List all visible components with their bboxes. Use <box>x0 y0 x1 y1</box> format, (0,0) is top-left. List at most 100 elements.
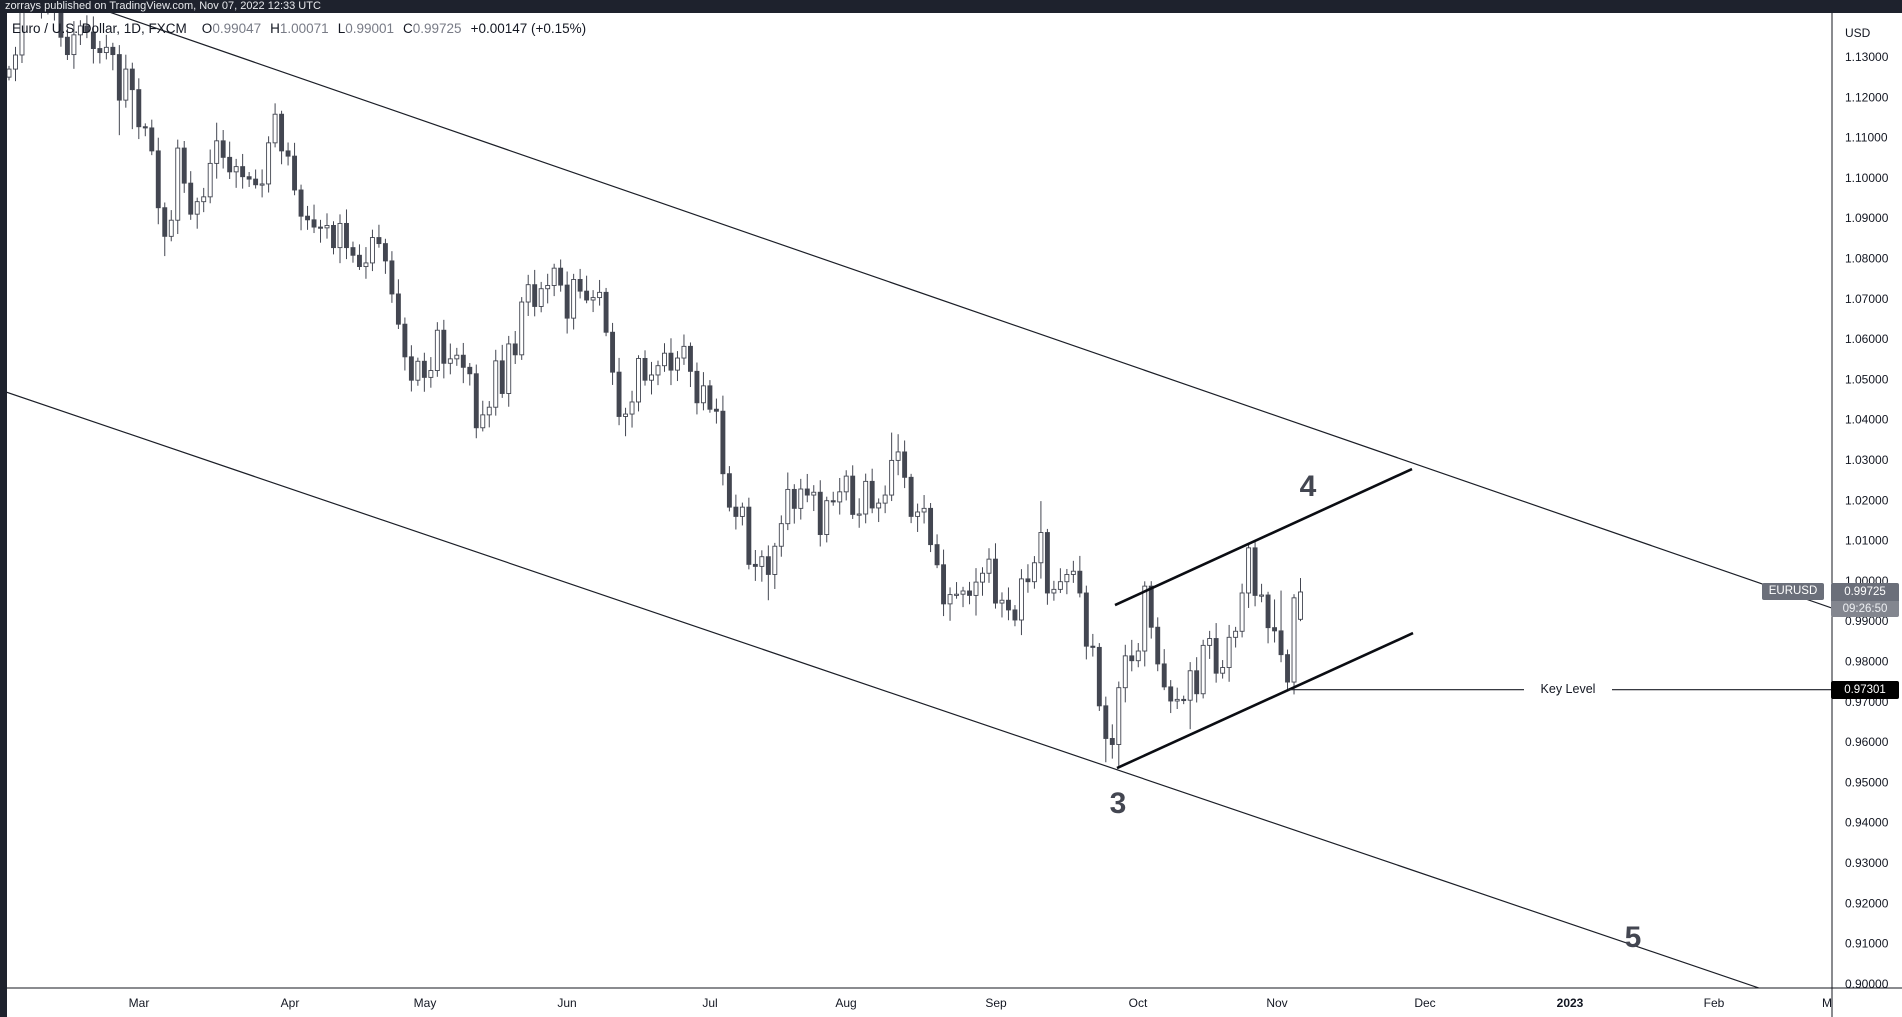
candle-down <box>1181 698 1187 702</box>
candle-down <box>292 155 298 191</box>
candle-down <box>902 451 908 478</box>
candle-up <box>19 13 25 56</box>
candle-up <box>655 365 661 376</box>
chart-pane[interactable]: 3 4 5 <box>0 0 1832 988</box>
candle-up <box>571 279 577 319</box>
candle-up <box>649 374 654 381</box>
price-tick-label: 1.02000 <box>1845 493 1889 507</box>
candle-down <box>707 385 713 410</box>
candle-up <box>895 451 901 461</box>
price-tick-label: 1.10000 <box>1845 171 1889 185</box>
candle-up <box>798 488 804 509</box>
price-axis[interactable]: USD 1.13000 1.12000 1.11000 1.10000 1.09000 1.… <box>1845 26 1889 991</box>
time-tick-label: M <box>1822 996 1832 1010</box>
wave-label-3[interactable]: 3 <box>1110 787 1127 820</box>
time-tick-label: May <box>414 996 437 1010</box>
candle-down <box>473 373 479 429</box>
candle-down <box>97 48 103 54</box>
wave-channel-upper[interactable] <box>1114 467 1413 607</box>
price-tick-label: 0.96000 <box>1845 735 1889 749</box>
candle-down <box>668 352 674 371</box>
wave-label-4[interactable]: 4 <box>1300 470 1317 503</box>
candle-down <box>928 507 934 546</box>
candle-down <box>90 31 96 49</box>
candle-up <box>700 385 706 404</box>
candle-up <box>506 343 512 394</box>
candle-up <box>980 572 985 583</box>
channel-lower[interactable] <box>0 389 1760 988</box>
price-tick-label: 0.93000 <box>1845 856 1889 870</box>
currency-label: USD <box>1845 26 1871 40</box>
time-tick-label: Oct <box>1129 996 1148 1010</box>
candle-up <box>636 357 641 403</box>
price-tick-label: 1.11000 <box>1845 131 1888 145</box>
candle-up <box>168 219 174 237</box>
candle-down <box>830 500 836 503</box>
candle-up <box>480 414 486 429</box>
candle-down <box>817 491 823 536</box>
candle-down <box>253 178 259 186</box>
candle-down <box>227 156 233 173</box>
candle-down <box>149 127 155 152</box>
candle-down <box>116 54 122 101</box>
wave-label-5[interactable]: 5 <box>1625 921 1642 954</box>
candle-up <box>369 237 375 264</box>
candle-down <box>1012 609 1018 621</box>
candle-up <box>921 507 927 513</box>
candle-down <box>1194 670 1200 695</box>
candle-up <box>175 147 181 221</box>
key-level-label[interactable]: Key Level <box>1524 682 1612 697</box>
bar-countdown-badge: 09:26:50 <box>1831 601 1899 617</box>
candle-down <box>395 293 401 325</box>
candle-up <box>454 354 460 360</box>
candle-down <box>512 343 518 356</box>
candle-up <box>1064 574 1070 583</box>
candle-up <box>915 511 921 517</box>
candle-up <box>1246 547 1252 594</box>
candle-up <box>1122 655 1128 689</box>
candle-down <box>285 150 291 157</box>
channel-upper[interactable] <box>100 9 1832 609</box>
candle-down <box>142 126 148 129</box>
candle-down <box>155 150 161 209</box>
time-tick-label: Feb <box>1704 996 1725 1010</box>
candle-down <box>720 410 726 475</box>
candle-down <box>1109 738 1115 745</box>
candle-up <box>207 162 213 198</box>
candle-down <box>499 360 505 394</box>
wave-channel-lower[interactable] <box>1116 631 1414 770</box>
candle-up <box>551 267 557 286</box>
candle-up <box>214 140 220 164</box>
candle-up <box>947 594 953 605</box>
candle-up <box>1187 670 1193 701</box>
candle-down <box>726 473 732 508</box>
time-tick-label: 2023 <box>1557 996 1584 1010</box>
candle-down <box>188 182 194 215</box>
candle-down <box>733 506 739 517</box>
candle-down <box>642 357 648 381</box>
candle-down <box>688 345 693 372</box>
symbol-title: Euro / U.S. Dollar, 1D, FXCM <box>12 21 187 36</box>
time-axis[interactable]: Mar Apr May Jun Jul Aug Sep Oct Nov Dec 2023 Feb M <box>129 996 1832 1010</box>
candle-down <box>298 189 304 217</box>
key-level-price-badge: 0.97301 <box>1831 681 1899 699</box>
candle-up <box>493 360 499 408</box>
candle-up <box>739 506 745 517</box>
candle-down <box>993 558 998 604</box>
candle-down <box>1025 578 1031 583</box>
candle-up <box>811 491 817 496</box>
candle-up <box>259 183 265 186</box>
candle-down <box>1155 626 1161 665</box>
candle-down <box>1096 646 1102 707</box>
candle-down <box>408 356 414 381</box>
price-change: +0.00147 (+0.15%) <box>470 21 587 36</box>
symbol-legend[interactable]: Euro / U.S. Dollar, 1D, FXCM O0.99047 H1.0… <box>12 21 586 38</box>
candle-up <box>824 500 830 536</box>
candle-down <box>460 354 466 368</box>
candle-down <box>84 25 90 33</box>
price-tick-label: 1.04000 <box>1845 413 1889 427</box>
candle-down <box>246 176 252 180</box>
price-tick-label: 0.94000 <box>1845 816 1889 830</box>
candle-down <box>1083 592 1089 647</box>
